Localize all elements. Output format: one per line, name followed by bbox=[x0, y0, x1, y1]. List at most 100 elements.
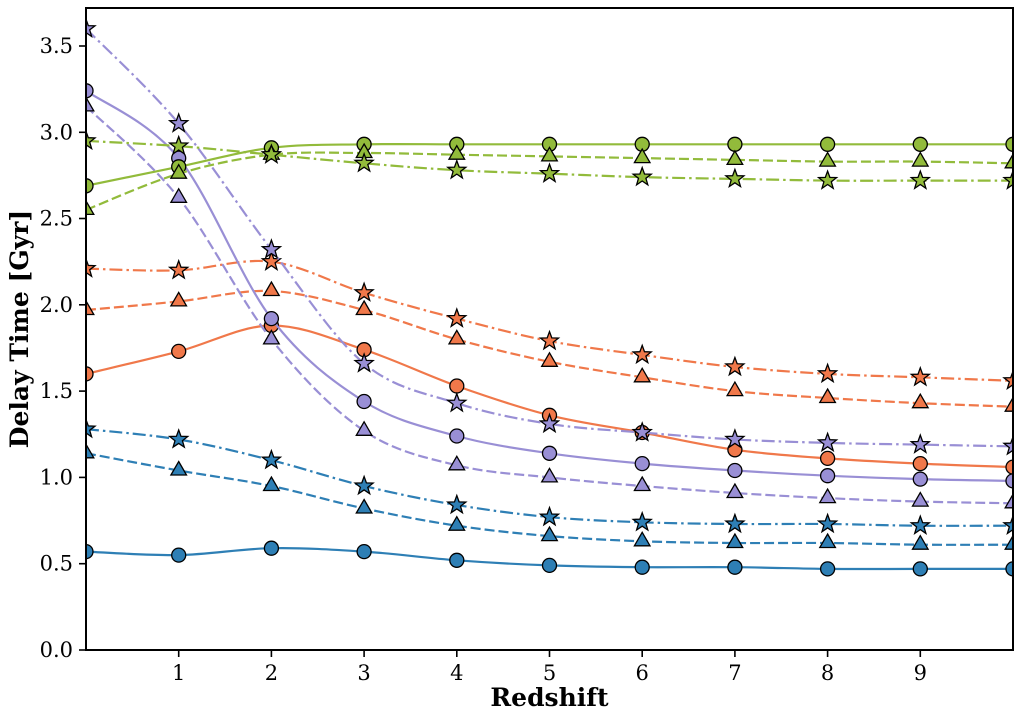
x-tick-label: 5 bbox=[543, 661, 556, 685]
triangle-marker bbox=[818, 387, 837, 404]
x-tick-label: 1 bbox=[172, 661, 185, 685]
x-axis-label: Redshift bbox=[490, 683, 609, 712]
circle-marker bbox=[727, 136, 743, 152]
series-line-dashed bbox=[86, 105, 1013, 505]
star-marker bbox=[445, 391, 468, 413]
series-line-dashdot bbox=[86, 27, 1013, 448]
x-tick-label: 8 bbox=[821, 661, 834, 685]
triangle-marker bbox=[540, 351, 559, 367]
triangle-marker bbox=[818, 151, 837, 167]
star-marker bbox=[86, 129, 97, 151]
circle-marker bbox=[819, 136, 836, 152]
x-tick-label: 6 bbox=[636, 661, 649, 685]
triangle-marker bbox=[1004, 153, 1013, 169]
star-marker bbox=[260, 250, 283, 271]
triangle-marker bbox=[355, 299, 374, 316]
circle-marker bbox=[634, 559, 650, 575]
triangle-marker bbox=[633, 147, 652, 164]
y-tick-label: 0.0 bbox=[40, 638, 73, 662]
triangle-marker bbox=[540, 146, 559, 162]
series-line-solid bbox=[86, 89, 1013, 482]
triangle-marker bbox=[911, 151, 930, 167]
circle-marker bbox=[171, 343, 187, 360]
circle-marker bbox=[449, 552, 465, 568]
circle-marker bbox=[263, 540, 280, 556]
star-marker bbox=[631, 510, 653, 532]
star-marker bbox=[724, 167, 746, 189]
circle-marker bbox=[1005, 459, 1013, 475]
star-marker bbox=[167, 134, 190, 156]
series-blue-solid-circles bbox=[86, 540, 1013, 577]
circle-marker bbox=[819, 561, 836, 577]
series-purple-dashed-triangles bbox=[86, 96, 1013, 509]
circle-marker bbox=[912, 136, 928, 152]
circle-marker bbox=[449, 378, 465, 394]
circle-marker bbox=[86, 178, 94, 194]
circle-marker bbox=[171, 547, 187, 563]
circle-marker bbox=[1005, 561, 1013, 577]
triangle-marker bbox=[447, 515, 466, 531]
star-marker bbox=[353, 474, 375, 496]
triangle-marker bbox=[355, 498, 374, 514]
series-green-dashed-triangles bbox=[86, 142, 1013, 216]
star-marker bbox=[816, 362, 839, 384]
triangle-marker bbox=[447, 329, 466, 345]
star-marker bbox=[86, 257, 97, 278]
triangle-marker bbox=[818, 487, 837, 504]
circle-marker bbox=[634, 455, 650, 472]
triangle-marker bbox=[1004, 396, 1013, 412]
star-marker bbox=[1002, 514, 1013, 535]
y-tick-label: 0.5 bbox=[40, 552, 73, 576]
star-marker bbox=[445, 158, 468, 180]
circle-marker bbox=[819, 450, 836, 467]
star-marker bbox=[1002, 169, 1013, 190]
star-marker bbox=[724, 355, 746, 377]
series-blue-dashed-triangles bbox=[86, 443, 1013, 550]
triangle-marker bbox=[911, 534, 930, 550]
triangle-marker bbox=[169, 163, 188, 179]
plot-frame bbox=[85, 7, 1014, 651]
plot-area bbox=[86, 17, 1013, 577]
series-line-dashed bbox=[86, 289, 1013, 408]
star-marker bbox=[353, 281, 375, 302]
triangle-marker bbox=[818, 532, 837, 549]
star-marker bbox=[538, 505, 561, 527]
y-tick-label: 3.5 bbox=[40, 34, 73, 58]
triangle-marker bbox=[1004, 493, 1013, 509]
star-marker bbox=[167, 258, 190, 280]
triangle-marker bbox=[355, 420, 374, 436]
triangle-marker bbox=[725, 532, 744, 549]
circle-marker bbox=[86, 543, 94, 560]
y-tick-label: 1.5 bbox=[40, 379, 73, 403]
y-tick-label: 3.0 bbox=[40, 120, 73, 144]
x-tick-label: 9 bbox=[914, 661, 927, 685]
star-marker bbox=[724, 428, 746, 449]
star-marker bbox=[1002, 435, 1013, 456]
y-tick-label: 2.5 bbox=[40, 207, 73, 231]
series-line-dashed bbox=[86, 151, 1013, 211]
triangle-marker bbox=[86, 299, 95, 316]
circle-marker bbox=[1005, 136, 1013, 152]
x-tick-label: 3 bbox=[357, 661, 370, 685]
circle-marker bbox=[86, 366, 94, 382]
series-orange-dashed-triangles bbox=[86, 280, 1013, 412]
circle-marker bbox=[727, 462, 743, 479]
triangle-marker bbox=[169, 291, 188, 307]
triangle-marker bbox=[447, 455, 466, 471]
star-marker bbox=[816, 512, 839, 534]
star-marker bbox=[260, 448, 283, 470]
star-marker bbox=[1002, 369, 1013, 391]
y-axis-label: Delay Time [Gyr] bbox=[5, 210, 34, 448]
circle-marker bbox=[541, 557, 558, 574]
triangle-marker bbox=[911, 392, 930, 409]
star-marker bbox=[260, 143, 283, 164]
triangle-marker bbox=[169, 460, 188, 476]
circle-marker bbox=[1005, 473, 1013, 489]
star-marker bbox=[86, 417, 97, 439]
star-marker bbox=[167, 428, 190, 449]
triangle-marker bbox=[725, 380, 744, 397]
x-tick-label: 2 bbox=[265, 661, 278, 685]
triangle-marker bbox=[633, 531, 652, 547]
circle-marker bbox=[819, 468, 836, 484]
